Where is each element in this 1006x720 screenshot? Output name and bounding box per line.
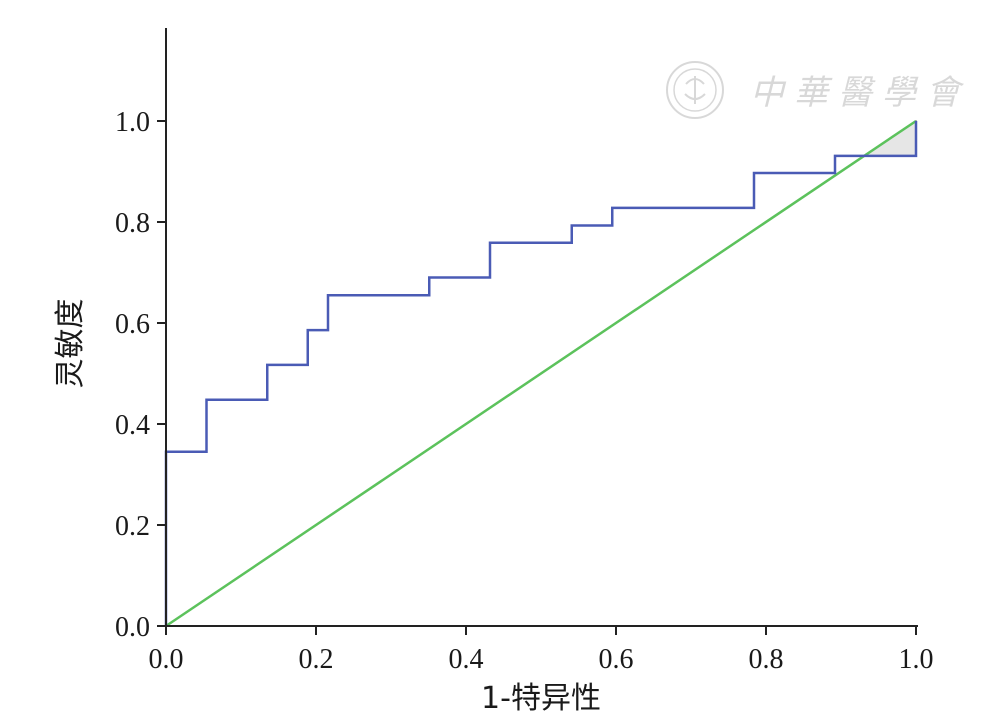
- x-tick-label: 0.4: [449, 644, 484, 675]
- y-tick-label: 0.6: [115, 309, 150, 340]
- y-axis-title: 灵敏度: [53, 299, 88, 389]
- y-tick-label: 0.0: [115, 612, 150, 643]
- y-tick-label: 0.4: [115, 410, 150, 441]
- x-axis-ticks: 0.0 0.2 0.4 0.6 0.8 1.0: [149, 626, 934, 675]
- x-tick-label: 0.0: [149, 644, 184, 675]
- society-seal-icon: [666, 61, 724, 119]
- plot-area: [164, 119, 918, 628]
- y-tick-label: 0.2: [115, 511, 150, 542]
- x-tick-label: 0.2: [299, 644, 334, 675]
- x-tick-label: 0.6: [599, 644, 634, 675]
- y-tick-label: 0.8: [115, 208, 150, 239]
- x-tick-label: 0.8: [749, 644, 784, 675]
- y-tick-label: 1.0: [115, 107, 150, 138]
- reference-line: [165, 119, 917, 628]
- x-axis-title: 1-特异性: [481, 681, 601, 716]
- x-tick-label: 1.0: [899, 644, 934, 675]
- watermark-text: 中華醫學會: [750, 73, 970, 113]
- roc-curve: [164, 121, 918, 626]
- y-axis-ticks: 0.0 0.2 0.4 0.6 0.8 1.0: [115, 107, 166, 643]
- watermark: 中華醫學會: [666, 61, 970, 119]
